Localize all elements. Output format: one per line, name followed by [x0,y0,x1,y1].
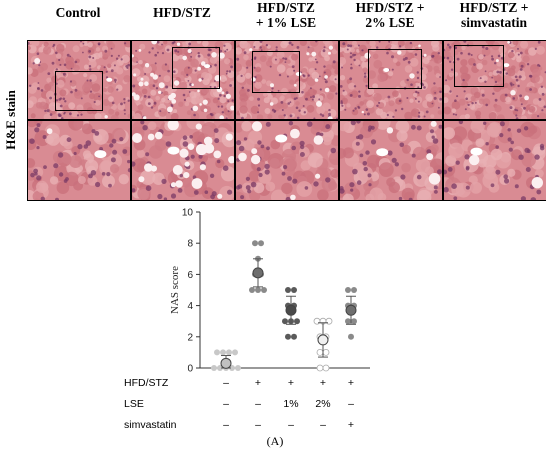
data-point [232,349,238,356]
micrograph-panel-grid [27,40,546,201]
row-label-he-stain: H&E stain [2,70,20,170]
zoom-region-box [172,47,220,89]
condition-value: – [223,377,229,389]
column-title-line: simvastatin [460,15,527,30]
column-title: HFD/STZ [127,5,237,45]
data-point [217,365,223,371]
data-point [214,349,220,356]
data-point [322,364,330,372]
data-point [291,287,297,293]
column-title-line: Control [55,5,101,20]
condition-value: – [288,419,294,431]
column-title-line: HFD/STZ + [355,0,425,15]
condition-value: 2% [315,398,331,410]
zoom-region-box [368,49,422,89]
condition-value: + [347,419,355,431]
micrograph-zoom [28,121,130,200]
micrograph-overview [28,41,130,119]
data-point [351,287,357,293]
data-point [322,348,330,356]
zoom-region-box [454,45,504,87]
nas-score-chart: 0 2 4 6 8 10 NAS score [169,208,370,375]
micrograph-overview [132,41,234,119]
condition-value: 1% [283,398,299,410]
data-point [313,317,321,325]
micrograph-overview [340,41,442,119]
column-title-line: HFD/STZ [257,0,315,15]
data-point [294,318,300,325]
mean-marker [220,357,232,369]
column-title-line: 2% LSE [365,15,415,30]
condition-value: + [347,377,355,389]
data-point [345,287,351,293]
data-point [235,365,241,371]
data-point [291,333,297,340]
micrograph-zoom [444,121,546,200]
condition-value: + [254,377,262,389]
data-point [252,240,258,247]
y-tick-label: 0 [187,364,193,375]
zoom-region-box [252,51,300,93]
condition-value: – [223,419,229,431]
micrograph-zoom [340,121,442,200]
condition-value: + [319,377,327,389]
data-point [316,364,324,372]
data-point [351,318,357,325]
data-point [285,333,291,340]
column-title: HFD/STZ + 1% LSE [231,0,341,40]
data-point [211,365,217,371]
condition-row-label: LSE [124,398,144,410]
panel-label: (A) [266,434,284,448]
data-point [285,287,291,293]
y-tick-label: 4 [187,301,193,312]
condition-value: – [320,419,326,431]
condition-row-label: simvastatin [124,419,177,431]
column-title: HFD/STZ +2% LSE [335,0,445,40]
column-title: HFD/STZ + simvastatin [439,0,549,40]
micrograph-zoom [236,121,338,200]
data-point [258,240,264,247]
y-tick-label: 6 [187,270,193,281]
y-tick-label: 8 [187,239,193,250]
data-point [220,349,226,356]
data-point [282,318,288,325]
micrograph-overview [236,41,338,119]
condition-value: – [223,398,229,410]
y-tick-label: 2 [187,332,193,343]
data-point [229,365,235,371]
data-point [345,318,351,325]
y-axis-label: NAS score [169,266,181,314]
mean-marker [345,304,357,316]
data-point [348,333,354,340]
column-title-line: + 1% LSE [255,15,317,30]
mean-marker [317,334,329,346]
row-label-text: H&E stain [3,90,18,150]
condition-value: + [287,377,295,389]
zoom-region-box [55,71,103,111]
mean-marker [285,304,297,316]
column-title-line: HFD/STZ + [459,0,529,15]
data-point [255,287,261,293]
mean-marker [252,267,264,279]
column-title-line: HFD/STZ [153,5,211,20]
column-title: Control [23,5,133,45]
micrograph-zoom [132,121,234,200]
condition-value: – [255,398,261,410]
data-point [325,317,333,325]
data-point [226,349,232,356]
data-point [249,287,255,293]
micrograph-overview [444,41,546,119]
data-point [316,348,324,356]
condition-value: – [255,419,261,431]
data-point [261,287,267,293]
condition-value: – [348,398,354,410]
y-tick-label: 10 [182,208,194,219]
condition-row-label: HFD/STZ [124,377,169,389]
